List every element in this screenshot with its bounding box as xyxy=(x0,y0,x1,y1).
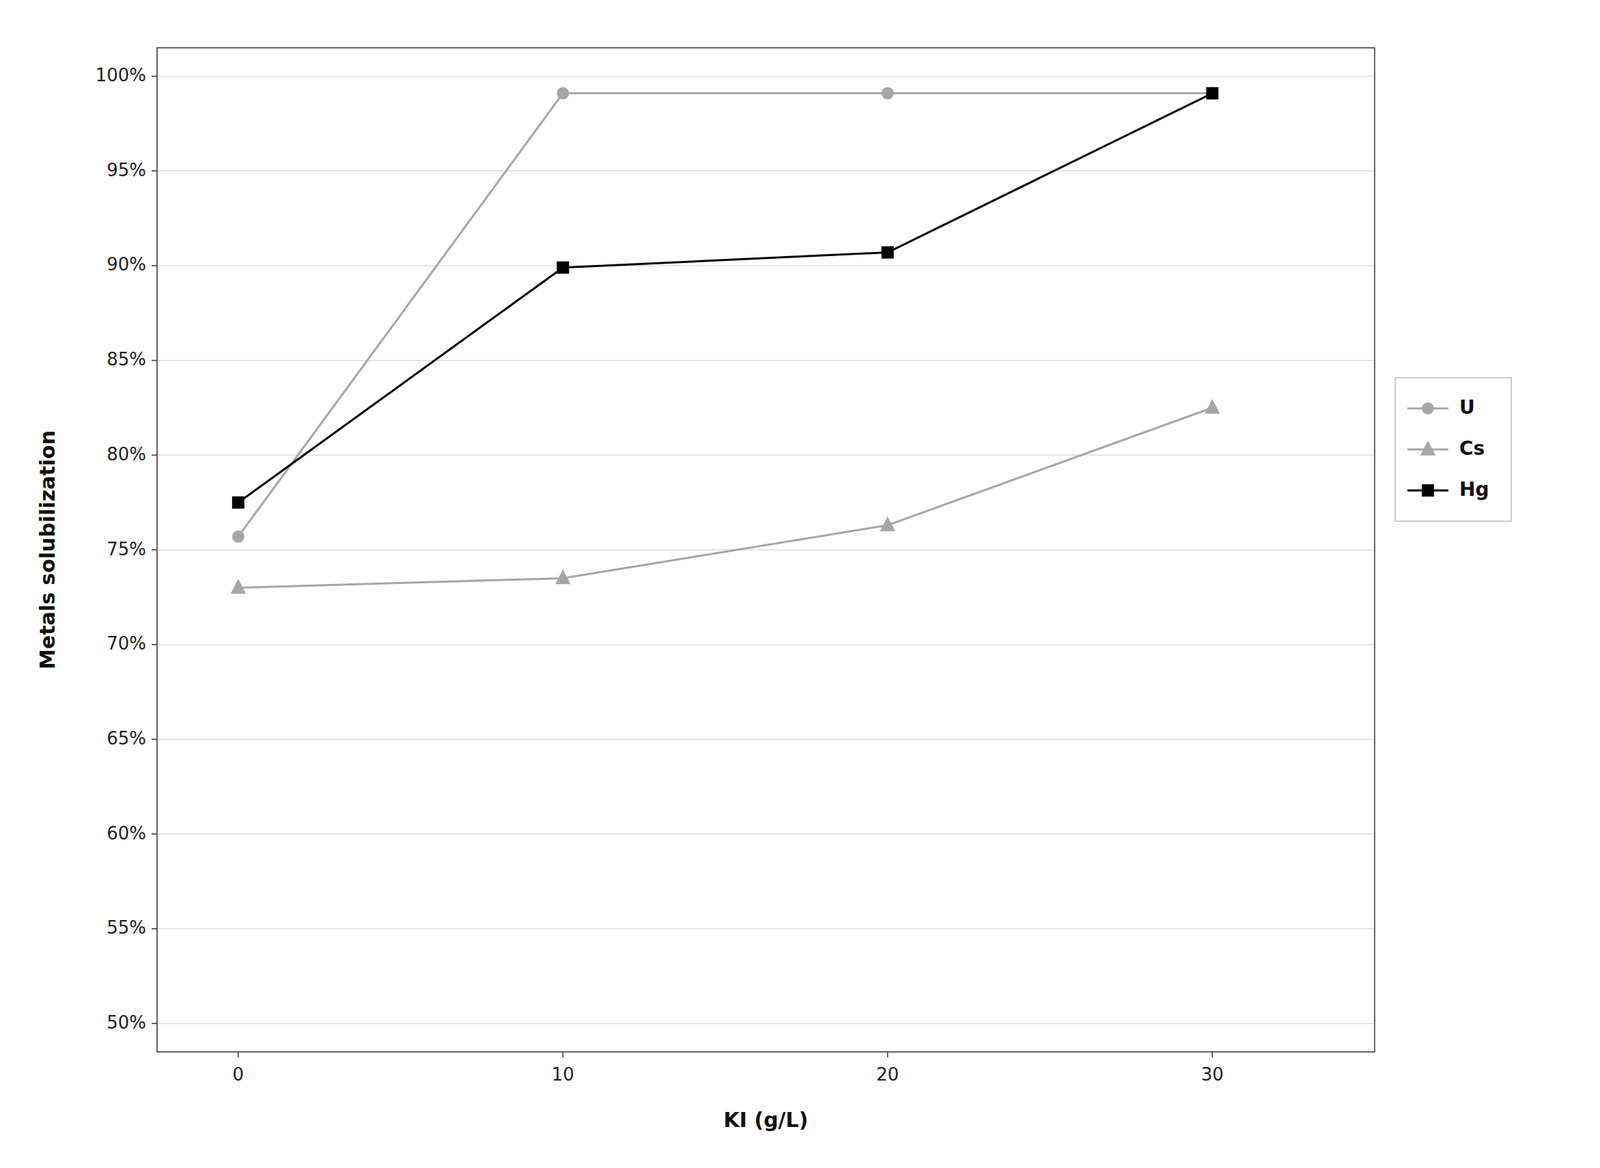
data xyxy=(230,87,1221,595)
line xyxy=(238,407,1213,588)
tick-label: 0 xyxy=(232,1063,245,1085)
point xyxy=(881,246,894,259)
line xyxy=(238,93,1213,537)
legend-label: Cs xyxy=(1459,437,1485,460)
tick-mark xyxy=(562,1051,565,1058)
series xyxy=(232,87,1219,543)
tick-mark xyxy=(237,1051,240,1058)
point xyxy=(881,87,894,100)
series xyxy=(230,398,1221,594)
grid-line xyxy=(157,264,1375,267)
tick-mark xyxy=(151,928,158,930)
grid-line xyxy=(157,1022,1375,1025)
grid-line xyxy=(157,75,1375,78)
tick-mark xyxy=(151,549,158,551)
tick-label: 50% xyxy=(106,1012,147,1033)
tick-label: 65% xyxy=(106,727,147,749)
chart: 50% 55% 60% 65% 70% 75% 80% 85% 90% 95% 100% 0 10 20 3… xyxy=(0,0,1600,1168)
legend-label: U xyxy=(1459,396,1476,419)
legend-marker xyxy=(1420,440,1436,456)
tick-label: 55% xyxy=(106,917,147,938)
point xyxy=(880,516,896,532)
legend-label: Hg xyxy=(1459,478,1489,501)
axes: 50% 55% 60% 65% 70% 75% 80% 85% 90% 95% 100% 0 10 20 3… xyxy=(95,47,1375,1085)
plot-frame xyxy=(157,47,1375,1052)
tick-label: 30 xyxy=(1201,1063,1224,1085)
legend-marker xyxy=(1421,402,1435,415)
grid xyxy=(157,76,1375,1024)
tick-label: 70% xyxy=(106,633,147,654)
tick-mark xyxy=(151,1022,158,1025)
x-axis-label: KI (g/L) xyxy=(723,1107,809,1132)
tick-mark xyxy=(151,359,158,362)
tick-mark xyxy=(151,454,158,457)
grid-line xyxy=(157,928,1375,930)
point xyxy=(232,530,245,543)
tick-label: 20 xyxy=(876,1063,899,1085)
series xyxy=(232,87,1219,509)
tick-mark xyxy=(151,264,158,267)
tick-label: 90% xyxy=(106,254,147,275)
grid-line xyxy=(157,738,1375,741)
tick-label: 85% xyxy=(106,348,147,370)
tick-mark xyxy=(151,738,158,741)
point xyxy=(1204,398,1220,414)
grid-line xyxy=(157,359,1375,362)
line xyxy=(238,93,1213,503)
tick-mark xyxy=(151,75,158,78)
tick-mark xyxy=(1212,1051,1214,1058)
legend: U Cs Hg xyxy=(1395,377,1512,522)
tick-mark xyxy=(887,1051,889,1058)
legend-box xyxy=(1395,377,1512,522)
point xyxy=(1205,87,1219,100)
point xyxy=(556,87,569,100)
point xyxy=(232,496,245,509)
grid-line xyxy=(157,454,1375,457)
grid-line xyxy=(157,170,1375,173)
grid-line xyxy=(157,643,1375,646)
grid-line xyxy=(157,833,1375,835)
grid-line xyxy=(157,549,1375,551)
tick-label: 95% xyxy=(106,159,147,181)
tick-label: 80% xyxy=(106,443,147,465)
tick-label: 75% xyxy=(106,538,147,560)
point xyxy=(555,569,571,585)
tick-label: 100% xyxy=(95,64,147,86)
background xyxy=(0,0,1600,1168)
tick-mark xyxy=(151,643,158,646)
legend-marker xyxy=(1421,484,1435,497)
y-axis-label: Metals solubilization xyxy=(35,430,60,670)
point xyxy=(1205,87,1219,100)
tick-mark xyxy=(151,833,158,835)
point xyxy=(556,261,569,274)
tick-mark xyxy=(151,170,158,173)
tick-label: 10 xyxy=(551,1063,575,1085)
tick-label: 60% xyxy=(106,822,147,844)
plot-area xyxy=(157,47,1375,1052)
point xyxy=(230,578,246,594)
